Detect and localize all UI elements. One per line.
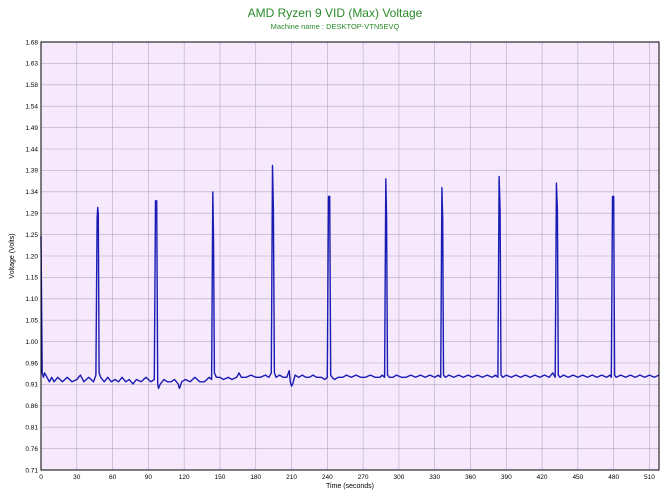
x-tick-label: 240 (322, 474, 333, 481)
y-tick-label: 1.63 (25, 61, 38, 68)
y-tick-label: 1.49 (25, 125, 38, 132)
y-axis-title: Voltage (Volts) (9, 233, 16, 278)
y-tick-label: 1.58 (25, 82, 38, 89)
x-tick-label: 270 (358, 474, 369, 481)
x-tick-label: 360 (465, 474, 476, 481)
y-tick-label: 1.25 (25, 232, 38, 239)
y-tick-label: 1.15 (25, 275, 38, 282)
x-axis-title: Time (seconds) (326, 483, 374, 490)
y-tick-label: 1.00 (25, 339, 38, 346)
y-tick-label: 1.05 (25, 318, 38, 325)
y-tick-label: 1.68 (25, 39, 38, 46)
x-tick-label: 90 (145, 474, 153, 481)
y-tick-label: 1.54 (25, 104, 38, 111)
x-tick-label: 390 (501, 474, 512, 481)
grid-lines (40, 41, 659, 471)
plot-frame (40, 41, 660, 471)
voltage-series-line (40, 164, 660, 390)
axis-ticks: 0 30 60 90 120 150 180 210 240 270 300 330 360 390 420… (25, 39, 655, 481)
x-tick-label: 420 (537, 474, 548, 481)
y-tick-label: 1.20 (25, 253, 38, 260)
x-tick-label: 60 (109, 474, 117, 481)
y-tick-label: 1.29 (25, 211, 38, 218)
x-tick-label: 330 (429, 474, 440, 481)
chart-subtitle: Machine name : DESKTOP-VTN5EVQ (270, 22, 400, 31)
y-tick-label: 0.96 (25, 360, 38, 367)
y-tick-label: 0.81 (25, 425, 38, 432)
x-tick-label: 150 (215, 474, 226, 481)
x-tick-label: 210 (286, 474, 297, 481)
x-tick-label: 180 (250, 474, 261, 481)
x-tick-label: 510 (644, 474, 655, 481)
x-tick-label: 450 (572, 474, 583, 481)
y-tick-label: 0.71 (25, 467, 38, 474)
y-tick-label: 1.10 (25, 296, 38, 303)
chart-title: AMD Ryzen 9 VID (Max) Voltage (247, 6, 423, 20)
y-tick-label: 0.86 (25, 403, 38, 410)
x-tick-label: 30 (73, 474, 81, 481)
x-tick-label: 120 (179, 474, 190, 481)
x-tick-label: 300 (393, 474, 404, 481)
y-tick-label: 0.76 (25, 446, 38, 453)
x-tick-label: 0 (39, 474, 43, 481)
y-tick-label: 0.91 (25, 382, 38, 389)
y-tick-label: 1.39 (25, 168, 38, 175)
y-tick-label: 1.34 (25, 189, 38, 196)
x-tick-label: 480 (608, 474, 619, 481)
y-tick-label: 1.44 (25, 146, 38, 153)
